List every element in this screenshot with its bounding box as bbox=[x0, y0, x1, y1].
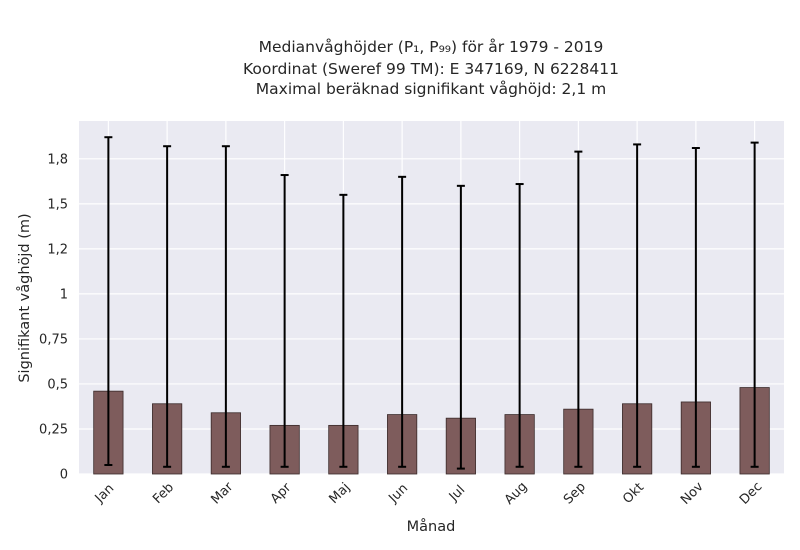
chart-title-line-2: Koordinat (Sweref 99 TM): E 347169, N 62… bbox=[243, 60, 619, 78]
error-bar-sep bbox=[574, 150, 583, 468]
y-tick-label: 0,25 bbox=[39, 422, 68, 437]
x-tick-label-nov: Nov bbox=[678, 479, 707, 508]
plot-area bbox=[79, 121, 784, 474]
x-tick-label-sep: Sep bbox=[561, 480, 589, 508]
x-tick-label-dec: Dec bbox=[737, 479, 765, 507]
x-tick-label-jan: Jan bbox=[92, 481, 117, 506]
y-tick-label: 0 bbox=[60, 468, 68, 483]
error-bar-apr bbox=[280, 174, 289, 468]
error-bar-jan bbox=[104, 136, 113, 466]
y-axis-label: Signifikant våghöjd (m) bbox=[16, 213, 33, 382]
error-bar-nov bbox=[691, 147, 700, 468]
x-tick-label-apr: Apr bbox=[268, 480, 295, 507]
x-axis-label: Månad bbox=[407, 518, 456, 535]
y-tick-label: 1,5 bbox=[47, 197, 68, 212]
error-bar-mar bbox=[221, 145, 230, 468]
chart-title: Medianvåghöjder (P₁, P₉₉) för år 1979 - … bbox=[243, 38, 619, 98]
chart-title-line-1: Medianvåghöjder (P₁, P₉₉) för år 1979 - … bbox=[259, 38, 604, 56]
error-bar-feb bbox=[163, 145, 172, 468]
x-tick-label-jun: Jun bbox=[385, 481, 411, 507]
y-tick-label: 1,8 bbox=[47, 152, 68, 167]
error-bar-dec bbox=[750, 141, 759, 468]
error-bar-aug bbox=[515, 183, 524, 468]
chart-title-line-3: Maximal beräknad signifikant våghöjd: 2,… bbox=[256, 80, 606, 98]
x-tick-label-jul: Jul bbox=[446, 483, 468, 505]
error-bar-jun bbox=[398, 175, 407, 468]
x-tick-label-maj: Maj bbox=[327, 480, 354, 507]
y-tick-label: 1,2 bbox=[47, 242, 68, 257]
x-tick-label-okt: Okt bbox=[620, 480, 647, 507]
y-tick-label: 0,5 bbox=[47, 377, 68, 392]
y-tick-label: 0,75 bbox=[39, 332, 68, 347]
x-tick-labels: Jan Feb Mar Apr Maj Jun Jul Aug Sep Okt Nov Dec bbox=[92, 479, 766, 508]
y-tick-label: 1 bbox=[60, 287, 68, 302]
y-tick-labels: 0 0,25 0,5 0,75 1 1,2 1,5 1,8 bbox=[39, 152, 68, 482]
x-tick-label-feb: Feb bbox=[150, 480, 177, 507]
error-bar-jul bbox=[456, 184, 465, 470]
error-bar-maj bbox=[339, 193, 348, 468]
x-tick-label-mar: Mar bbox=[208, 479, 236, 507]
error-bars bbox=[104, 136, 759, 470]
error-bar-okt bbox=[633, 143, 642, 468]
x-tick-label-aug: Aug bbox=[502, 479, 531, 508]
